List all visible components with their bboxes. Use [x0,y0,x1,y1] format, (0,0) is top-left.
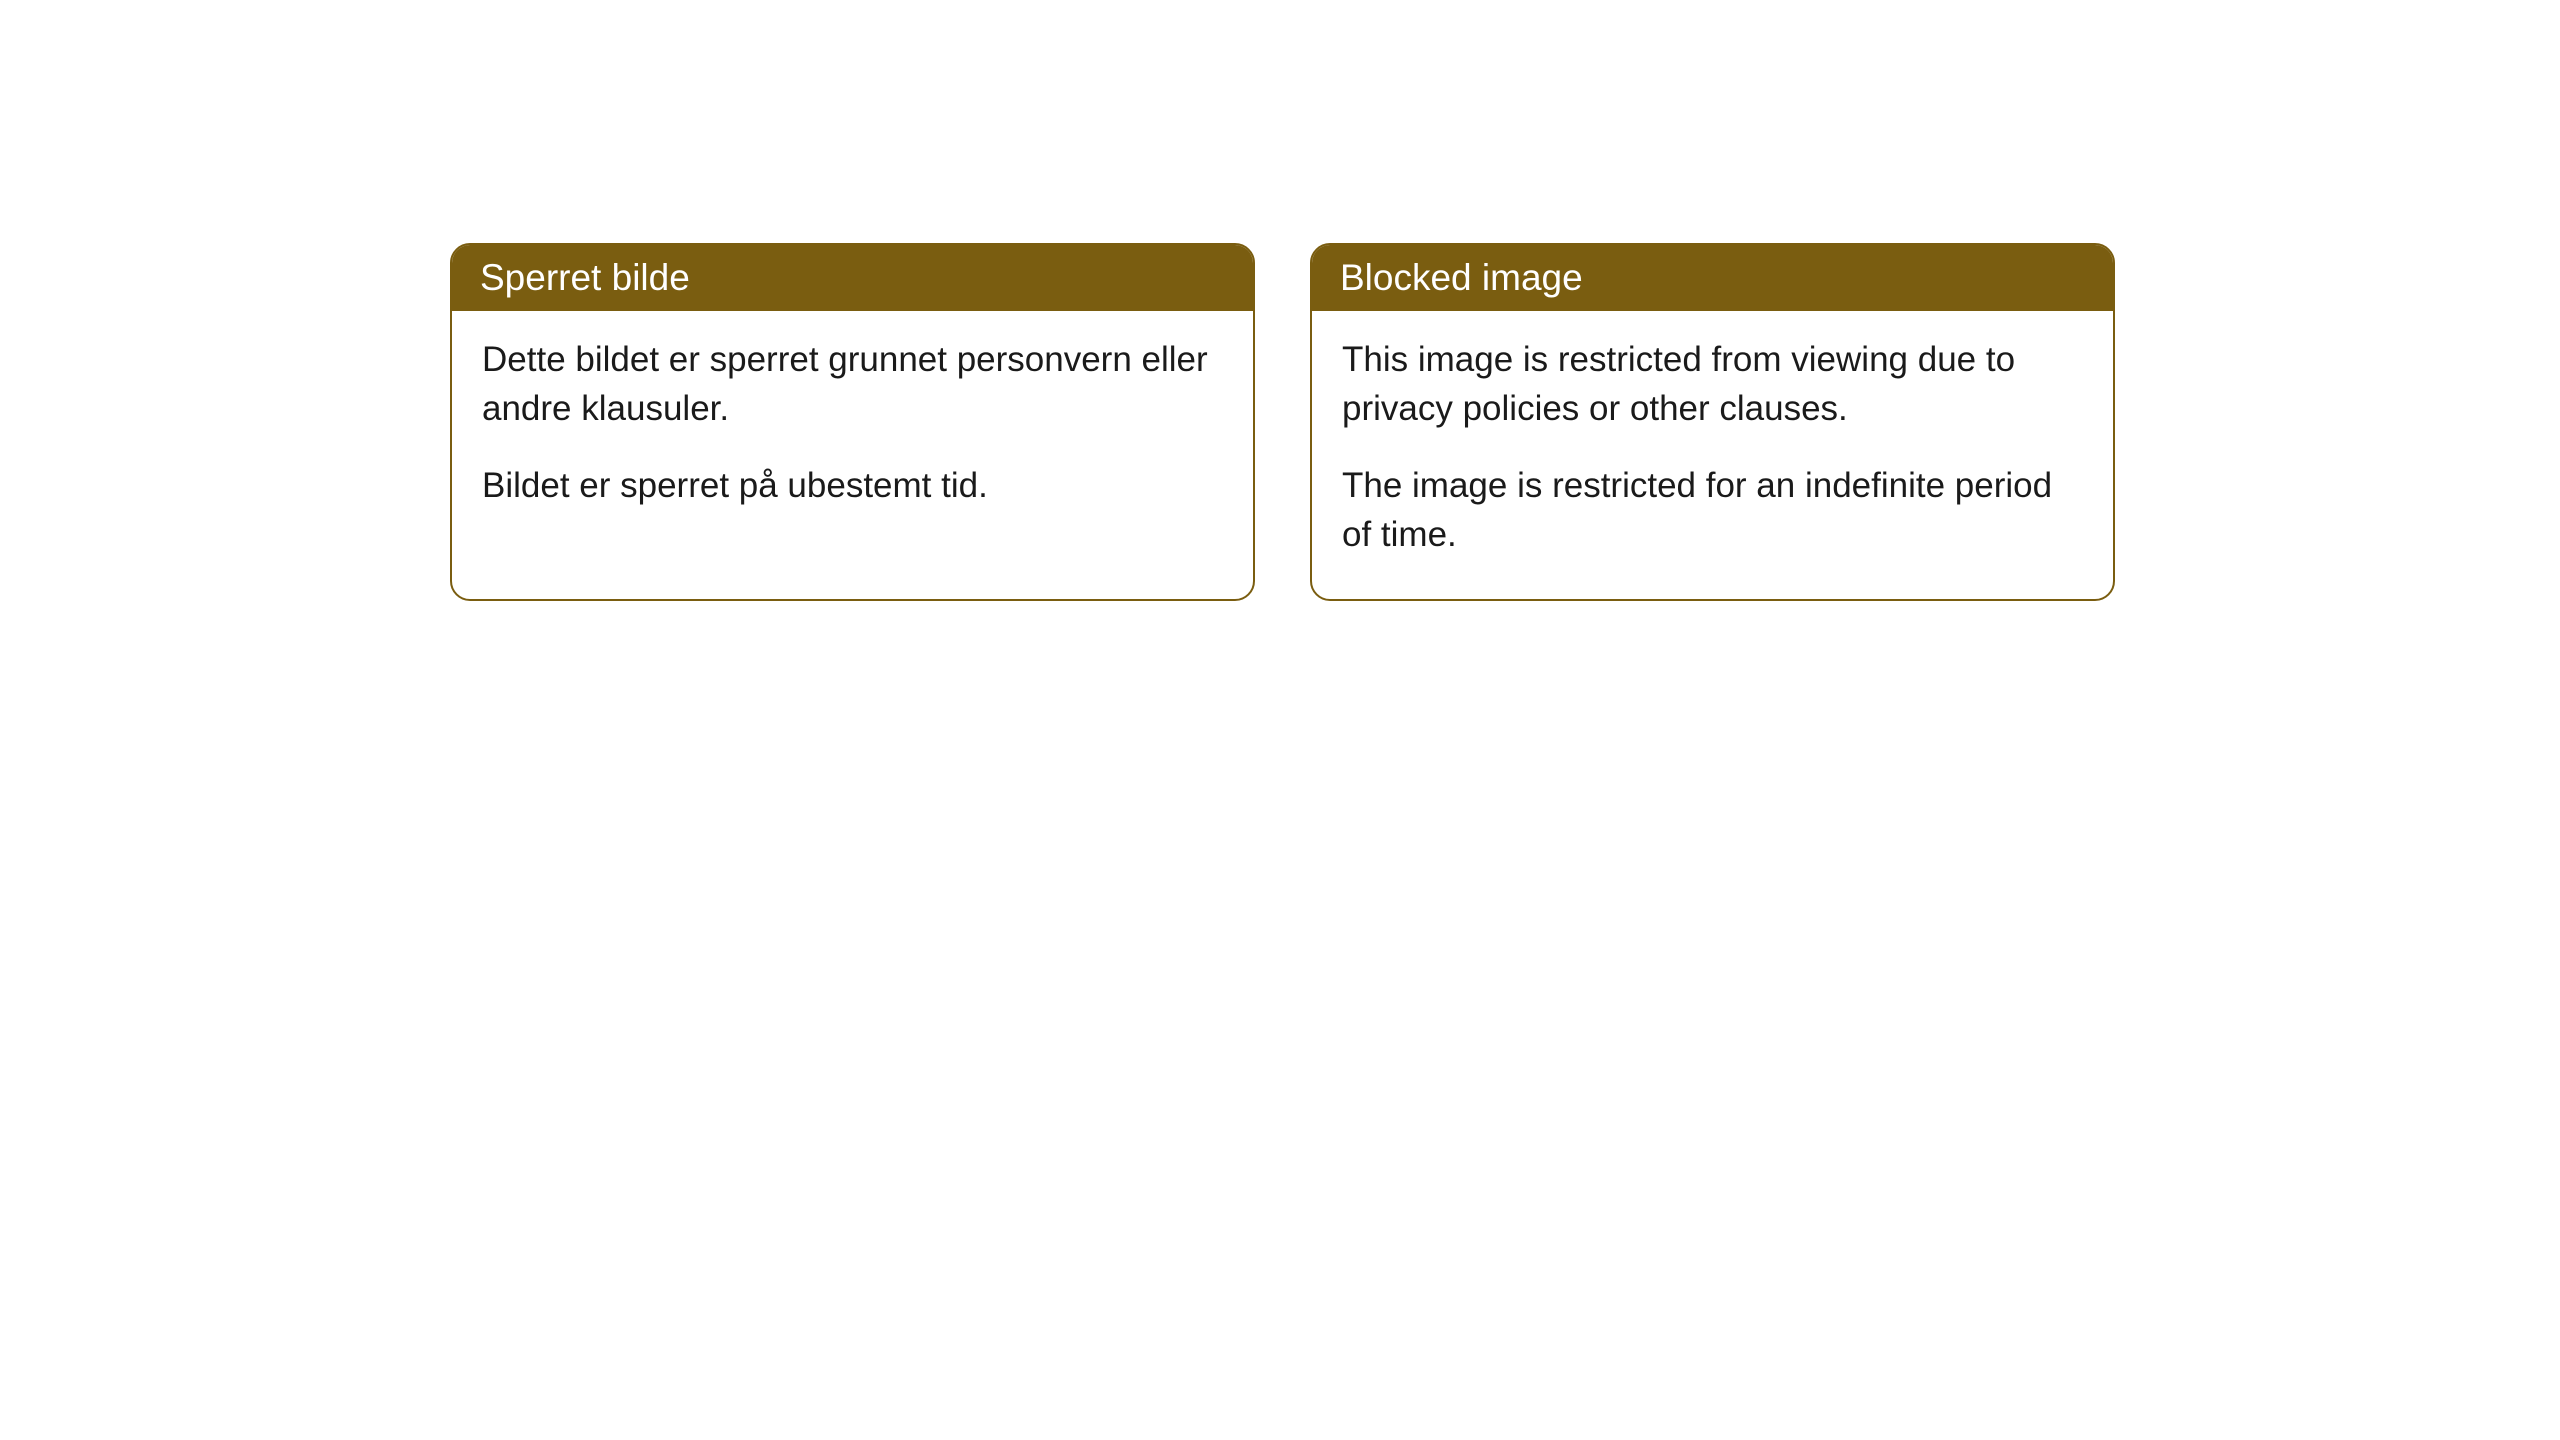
card-body-norwegian: Dette bildet er sperret grunnet personve… [452,311,1253,550]
card-paragraph: The image is restricted for an indefinit… [1342,461,2083,559]
card-body-english: This image is restricted from viewing du… [1312,311,2113,599]
blocked-image-card-norwegian: Sperret bilde Dette bildet er sperret gr… [450,243,1255,601]
card-paragraph: Dette bildet er sperret grunnet personve… [482,335,1223,433]
card-paragraph: Bildet er sperret på ubestemt tid. [482,461,1223,510]
card-header-english: Blocked image [1312,245,2113,311]
notice-cards-container: Sperret bilde Dette bildet er sperret gr… [450,243,2115,601]
blocked-image-card-english: Blocked image This image is restricted f… [1310,243,2115,601]
card-header-norwegian: Sperret bilde [452,245,1253,311]
card-paragraph: This image is restricted from viewing du… [1342,335,2083,433]
